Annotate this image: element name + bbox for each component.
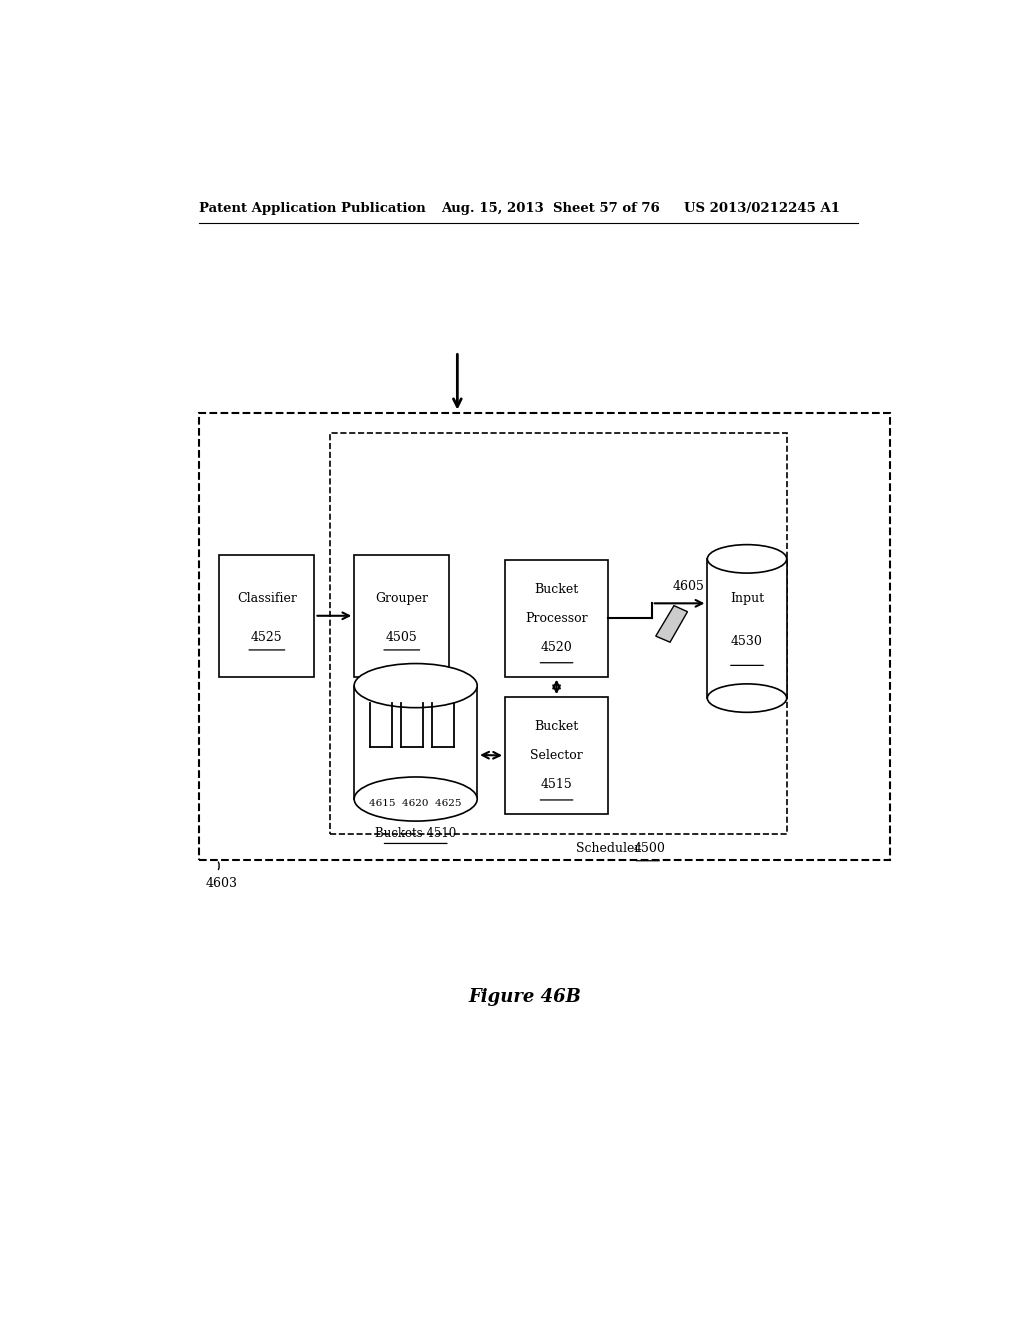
Text: US 2013/0212245 A1: US 2013/0212245 A1 — [684, 202, 840, 215]
Text: Bucket: Bucket — [535, 719, 579, 733]
Text: Scheduler: Scheduler — [577, 842, 645, 855]
Ellipse shape — [708, 684, 786, 713]
Ellipse shape — [354, 664, 477, 708]
Ellipse shape — [708, 545, 786, 573]
Text: 4520: 4520 — [541, 642, 572, 653]
Text: 4500: 4500 — [634, 842, 666, 855]
Text: 4605: 4605 — [673, 581, 705, 594]
Bar — [505, 697, 608, 814]
Bar — [505, 560, 608, 677]
Polygon shape — [655, 606, 687, 643]
Text: 4530: 4530 — [731, 635, 763, 648]
Text: 4603: 4603 — [206, 876, 238, 890]
Text: 4505: 4505 — [386, 631, 418, 644]
Ellipse shape — [354, 777, 477, 821]
Text: 4515: 4515 — [541, 779, 572, 791]
Text: Selector: Selector — [530, 748, 583, 762]
Text: 4615  4620  4625: 4615 4620 4625 — [370, 800, 462, 808]
Text: Figure 46B: Figure 46B — [468, 987, 582, 1006]
Text: Aug. 15, 2013  Sheet 57 of 76: Aug. 15, 2013 Sheet 57 of 76 — [441, 202, 660, 215]
Bar — [331, 433, 786, 834]
Text: Classifier: Classifier — [237, 593, 297, 605]
Bar — [200, 413, 890, 859]
Bar — [354, 685, 477, 799]
Text: Bucket: Bucket — [535, 582, 579, 595]
Text: Processor: Processor — [525, 612, 588, 624]
Text: Input: Input — [730, 591, 764, 605]
Bar — [219, 554, 314, 677]
Bar — [708, 558, 786, 698]
Bar — [354, 554, 450, 677]
Text: Patent Application Publication: Patent Application Publication — [200, 202, 426, 215]
Text: Buckets 4510: Buckets 4510 — [375, 828, 457, 841]
Text: 4525: 4525 — [251, 631, 283, 644]
Text: Grouper: Grouper — [375, 593, 428, 605]
